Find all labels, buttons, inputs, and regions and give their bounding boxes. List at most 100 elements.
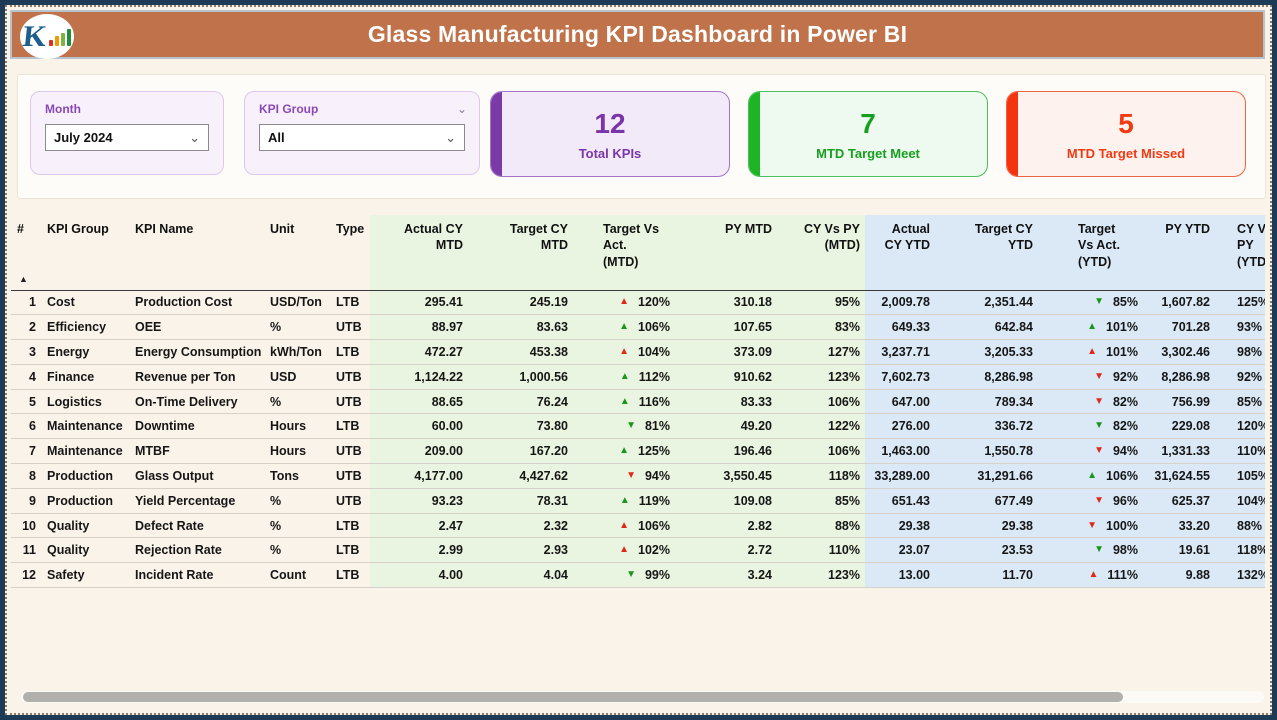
card-accent-bar bbox=[491, 92, 502, 176]
cell-tva_mtd: ▼ 81% bbox=[573, 413, 675, 439]
header-bar: K Glass Manufacturing KPI Dashboard in P… bbox=[10, 10, 1265, 59]
cell-cypy_mtd: 83% bbox=[777, 314, 865, 340]
col-header-py_ytd[interactable]: PY YTD bbox=[1143, 215, 1215, 290]
table-row: 5 Logistics On-Time Delivery% UTB 88.65 76.24… bbox=[11, 389, 1265, 414]
cell-unit: kWh/Ton bbox=[270, 344, 322, 359]
cell-tva_mtd: ▼ 94% bbox=[573, 463, 675, 489]
cell-tva_mtd: ▲ 106% bbox=[573, 513, 675, 538]
cell-unit: Hours bbox=[270, 419, 307, 434]
kpi-table: # ▲ KPI Group KPI Name Unit Type Actual CY MTD… bbox=[11, 215, 1265, 588]
col-header-cypy_ytd[interactable]: CY Vs PY (YTD) bbox=[1215, 215, 1265, 290]
cell-actual_mtd: 209.00 bbox=[370, 438, 468, 464]
trend-up-icon: ▲ bbox=[1087, 469, 1098, 481]
col-header-cypy_mtd[interactable]: CY Vs PY (MTD) bbox=[777, 215, 865, 290]
col-header-name[interactable]: KPI Name bbox=[135, 222, 194, 236]
trend-up-icon: ▲ bbox=[619, 345, 630, 357]
filter-kpi-panel: Month July 2024 ⌄ ⌄ KPI Group All ⌄ 12 T… bbox=[17, 74, 1266, 199]
cell-cypy_ytd: 118% bbox=[1215, 537, 1265, 563]
table-row: 10 Quality Defect Rate% LTB 2.47 2.32 ▲ 106% 2.8… bbox=[11, 513, 1265, 538]
cell-py_mtd: 910.62 bbox=[675, 364, 777, 390]
cell-unit: Hours bbox=[270, 444, 307, 459]
cell-py_mtd: 3,550.45 bbox=[675, 463, 777, 489]
cell-name: Downtime bbox=[135, 419, 195, 434]
cell-target_mtd: 73.80 bbox=[468, 413, 573, 439]
delta-value: 125% bbox=[638, 444, 670, 459]
cell-unit: % bbox=[270, 320, 282, 335]
cell-type: UTB bbox=[336, 468, 362, 483]
sort-ascending-icon[interactable]: ▲ bbox=[19, 273, 28, 284]
col-header-target_ytd[interactable]: Target CY YTD bbox=[935, 215, 1038, 290]
mtd-target-meet-label: MTD Target Meet bbox=[816, 145, 920, 161]
cell-target_ytd: 677.49 bbox=[935, 488, 1038, 514]
cell-name: Energy Consumption bbox=[135, 344, 262, 359]
delta-value: 106% bbox=[638, 518, 670, 533]
col-header-type[interactable]: Type bbox=[336, 222, 365, 236]
delta-value: 94% bbox=[1112, 444, 1138, 459]
col-header-py_mtd[interactable]: PY MTD bbox=[675, 215, 777, 290]
horizontal-scrollbar-track[interactable] bbox=[21, 691, 1264, 703]
trend-down-icon: ▼ bbox=[1094, 494, 1104, 506]
cell-tva_ytd: ▲ 106% bbox=[1038, 463, 1143, 489]
cell-cypy_mtd: 110% bbox=[777, 537, 865, 563]
col-header-tva_ytd[interactable]: Target Vs Act. (YTD) bbox=[1038, 215, 1143, 290]
cell-cypy_ytd: 98% bbox=[1215, 339, 1265, 365]
cell-tva_mtd: ▲ 106% bbox=[573, 314, 675, 340]
col-header-target_mtd[interactable]: Target CY MTD bbox=[468, 215, 573, 290]
delta-value: 120% bbox=[638, 295, 670, 310]
col-header-num[interactable]: # ▲ bbox=[17, 222, 28, 284]
table-row: 6 Maintenance Downtime Hours LTB 60.00 73.80 ▼ 8… bbox=[11, 413, 1265, 439]
cell-tva_mtd: ▲ 116% bbox=[573, 389, 675, 414]
cell-target_mtd: 76.24 bbox=[468, 389, 573, 414]
table-row: 3 Energy Energy Consumption kWh/Ton LTB 472.2… bbox=[11, 339, 1265, 365]
cell-target_ytd: 642.84 bbox=[935, 314, 1038, 340]
kpi-table-container: # ▲ KPI Group KPI Name Unit Type Actual CY MTD… bbox=[11, 215, 1265, 597]
month-dropdown[interactable]: July 2024 ⌄ bbox=[45, 124, 209, 151]
cell-group: Cost bbox=[47, 295, 75, 310]
cell-type: LTB bbox=[336, 543, 360, 558]
horizontal-scrollbar-thumb[interactable] bbox=[23, 692, 1123, 702]
cell-cypy_mtd: 106% bbox=[777, 389, 865, 414]
delta-value: 92% bbox=[1112, 369, 1138, 384]
cell-num: 3 bbox=[29, 344, 36, 359]
cell-py_ytd: 229.08 bbox=[1143, 413, 1215, 439]
cell-target_ytd: 11.70 bbox=[935, 562, 1038, 588]
col-header-tva_mtd[interactable]: Target Vs Act. (MTD) bbox=[573, 215, 675, 290]
cell-group: Quality bbox=[47, 543, 90, 558]
trend-up-icon: ▲ bbox=[619, 494, 630, 506]
delta-value: 85% bbox=[1112, 295, 1138, 310]
cell-py_ytd: 1,607.82 bbox=[1143, 290, 1215, 315]
slicer-collapse-chevron-icon[interactable]: ⌄ bbox=[456, 102, 467, 116]
table-row: 12 Safety Incident Rate Count LTB 4.00 4.04 ▼ 99… bbox=[11, 562, 1265, 588]
cell-group: Quality bbox=[47, 518, 90, 533]
cell-num: 9 bbox=[29, 493, 36, 508]
trend-down-icon: ▼ bbox=[1087, 519, 1098, 531]
delta-value: 104% bbox=[638, 344, 670, 359]
col-header-unit[interactable]: Unit bbox=[270, 222, 295, 236]
cell-cypy_mtd: 95% bbox=[777, 290, 865, 315]
cell-tva_ytd: ▲ 101% bbox=[1038, 314, 1143, 340]
col-header-actual_mtd[interactable]: Actual CY MTD bbox=[370, 215, 468, 290]
month-dropdown-value: July 2024 bbox=[54, 130, 113, 145]
cell-tva_ytd: ▼ 82% bbox=[1038, 389, 1143, 414]
col-header-actual_ytd[interactable]: Actual CY YTD bbox=[865, 215, 935, 290]
delta-value: 82% bbox=[1112, 419, 1138, 434]
delta-value: 101% bbox=[1106, 320, 1138, 335]
cell-target_ytd: 336.72 bbox=[935, 413, 1038, 439]
cell-num: 4 bbox=[29, 369, 36, 384]
kpi-group-dropdown[interactable]: All ⌄ bbox=[259, 124, 465, 151]
cell-unit: % bbox=[270, 518, 282, 533]
cell-py_mtd: 310.18 bbox=[675, 290, 777, 315]
cell-tva_mtd: ▲ 112% bbox=[573, 364, 675, 390]
cell-actual_mtd: 4,177.00 bbox=[370, 463, 468, 489]
cell-py_ytd: 756.99 bbox=[1143, 389, 1215, 414]
cell-group: Logistics bbox=[47, 394, 102, 409]
col-header-group[interactable]: KPI Group bbox=[47, 222, 109, 236]
trend-down-icon: ▼ bbox=[626, 420, 636, 432]
logo-bar-chart-icon bbox=[48, 28, 71, 46]
cell-actual_ytd: 651.43 bbox=[865, 488, 935, 514]
cell-target_ytd: 3,205.33 bbox=[935, 339, 1038, 365]
cell-py_mtd: 373.09 bbox=[675, 339, 777, 365]
cell-cypy_mtd: 123% bbox=[777, 364, 865, 390]
cell-actual_mtd: 2.47 bbox=[370, 513, 468, 538]
trend-up-icon: ▲ bbox=[619, 296, 630, 308]
